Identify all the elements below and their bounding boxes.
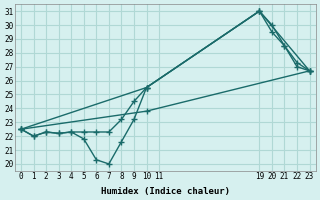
X-axis label: Humidex (Indice chaleur): Humidex (Indice chaleur) [101,187,230,196]
